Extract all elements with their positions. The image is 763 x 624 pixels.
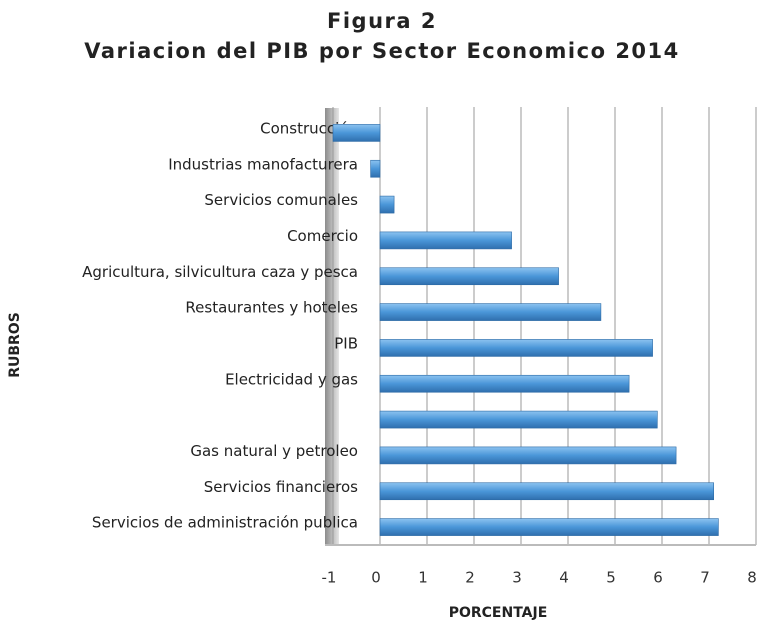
y-tick-label: Restaurantes y hoteles [185, 299, 358, 317]
y-tick-label: Servicios de administración publica [92, 514, 358, 532]
x-tick-label: 8 [747, 569, 757, 587]
y-tick-label: Industrias manofacturera [168, 155, 358, 173]
y-tick-label: Agricultura, silvicultura caza y pesca [82, 263, 358, 281]
x-tick-label: 3 [512, 569, 522, 587]
bar [379, 518, 719, 536]
bar [379, 482, 715, 501]
x-axis-label: PORCENTAJE [449, 605, 548, 621]
x-tick-label: -1 [322, 569, 337, 587]
bar [379, 231, 512, 250]
bar [379, 267, 559, 286]
y-axis-label: RUBROS [7, 312, 23, 378]
chart-title: Figura 2 [327, 9, 437, 33]
bar [379, 195, 395, 214]
y-tick-label: Servicios comunales [204, 191, 358, 209]
y-tick-label: Electricidad y gas [225, 370, 358, 388]
bar [379, 303, 602, 321]
bar [332, 124, 381, 142]
x-tick-label: 6 [653, 569, 663, 587]
x-tick-label: 0 [371, 569, 381, 587]
x-tick-label: 2 [465, 569, 475, 587]
chart-subtitle: Variacion del PIB por Sector Economico 2… [84, 39, 680, 63]
bar [379, 339, 653, 357]
bar [370, 159, 381, 178]
y-tick-label: Servicios financieros [204, 478, 358, 496]
x-tick-label: 1 [418, 569, 428, 587]
bar [379, 446, 677, 465]
x-tick-label: 5 [606, 569, 616, 587]
bar [379, 374, 630, 393]
x-tick-label: 4 [559, 569, 569, 587]
y-tick-label: Gas natural y petroleo [190, 442, 358, 460]
x-tick-label: 7 [700, 569, 710, 587]
y-tick-label: Comercio [287, 227, 358, 245]
bar [379, 410, 658, 429]
y-tick-label: PIB [334, 334, 358, 352]
axis-wall [325, 108, 339, 544]
